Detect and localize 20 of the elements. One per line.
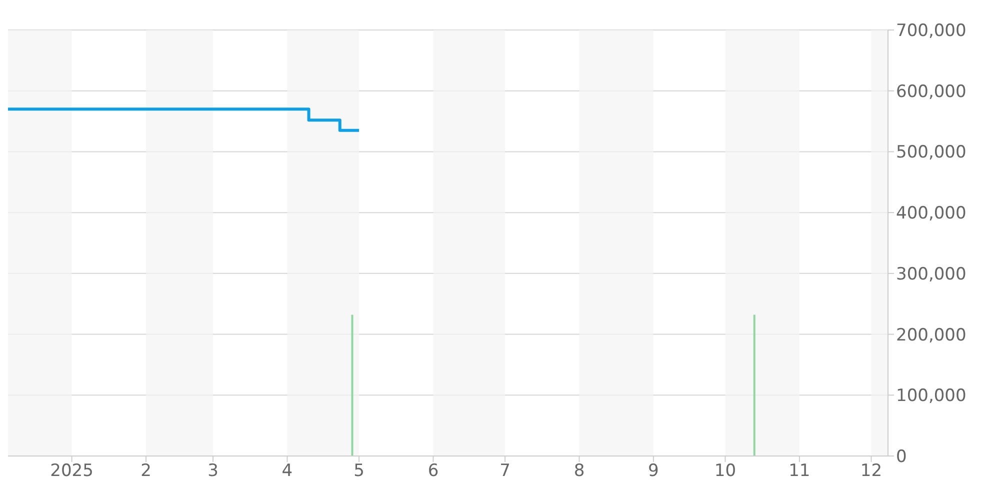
x-tick-label: 8 (574, 461, 585, 482)
x-tick-label: 3 (208, 461, 218, 482)
y-tick-label: 0 (896, 447, 907, 468)
x-tick-label: 7 (500, 461, 510, 482)
x-tick-label: 5 (354, 461, 364, 482)
x-tick-label: 9 (648, 461, 659, 482)
x-tick-label: 6 (428, 461, 439, 482)
y-tick-label: 200,000 (896, 325, 966, 346)
y-tick-label: 500,000 (896, 142, 966, 163)
x-tick-label: 4 (282, 461, 293, 482)
y-tick-label: 300,000 (896, 264, 966, 284)
y-tick-label: 700,000 (896, 21, 966, 42)
x-tick-label: 2 (140, 461, 152, 482)
x-tick-label: 10 (714, 461, 736, 482)
y-tick-label: 600,000 (896, 82, 966, 102)
x-tick-label: 11 (788, 461, 810, 482)
x-tick-label: 2025 (50, 461, 94, 482)
y-tick-label: 100,000 (896, 386, 966, 406)
x-tick-label: 12 (860, 461, 882, 482)
y-tick-label: 400,000 (896, 204, 966, 224)
